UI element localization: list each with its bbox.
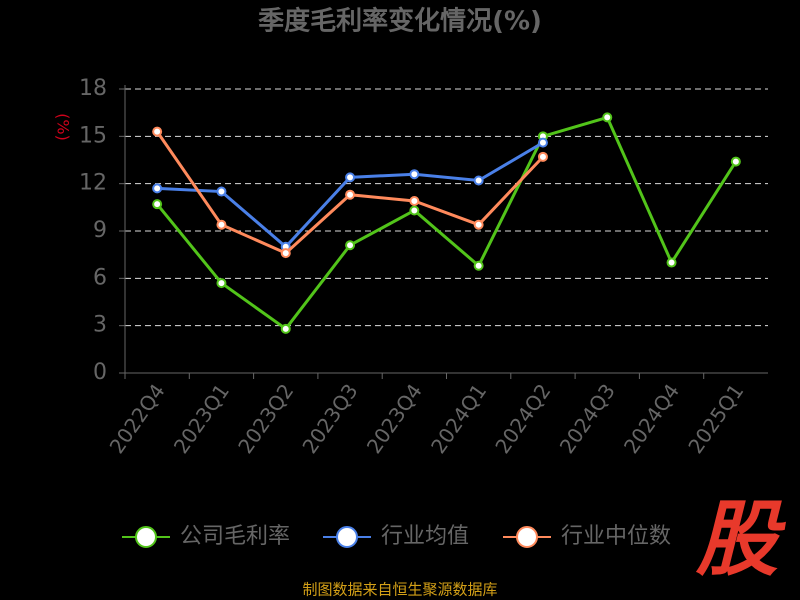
x-tick-label: 2022Q4 [105,379,170,458]
y-tick-label: 0 [93,360,107,385]
y-tick-label: 9 [93,218,107,243]
data-point [152,199,163,210]
x-tick-label: 2024Q2 [490,379,555,458]
data-point [409,205,420,216]
y-tick-label: 6 [93,265,107,290]
x-tick-label: 2023Q2 [233,379,298,458]
legend-marker [516,526,538,548]
data-point [473,175,484,186]
x-tick-label: 2024Q4 [619,379,684,458]
data-point [216,219,227,230]
x-tick-label: 2024Q1 [426,379,491,458]
x-tick-label: 2023Q3 [297,379,362,458]
x-tick-label: 2023Q4 [362,379,427,458]
legend-marker [135,526,157,548]
x-tick-label: 2024Q3 [555,379,620,458]
data-point [473,219,484,230]
data-point [345,189,356,200]
legend-label: 行业均值 [381,524,469,549]
data-point [537,137,548,148]
data-point [345,240,356,251]
y-tick-label: 15 [79,123,107,148]
source-note: 制图数据来自恒生聚源数据库 [302,581,497,599]
data-point [280,323,291,334]
data-point [409,169,420,180]
data-point [152,126,163,137]
data-point [473,260,484,271]
x-tick-label: 2023Q1 [169,379,234,458]
data-point [537,151,548,162]
data-point [280,248,291,259]
data-point [666,257,677,268]
y-tick-label: 12 [79,171,107,196]
y-tick-label: 3 [93,313,107,338]
data-point [152,183,163,194]
data-point [345,172,356,183]
data-point [216,186,227,197]
logo: 股 [695,492,786,587]
data-point [730,156,741,167]
data-point [216,278,227,289]
legend-label: 公司毛利率 [180,524,290,549]
legend-label: 行业中位数 [561,524,671,549]
data-point [409,196,420,207]
y-axis-label: (%) [54,113,73,141]
legend-marker [336,526,358,548]
x-tick-label: 2025Q1 [683,379,748,458]
data-point [602,112,613,123]
chart-title: 季度毛利率变化情况(%) [258,6,542,37]
y-tick-label: 18 [79,76,107,101]
series-line [155,115,738,331]
